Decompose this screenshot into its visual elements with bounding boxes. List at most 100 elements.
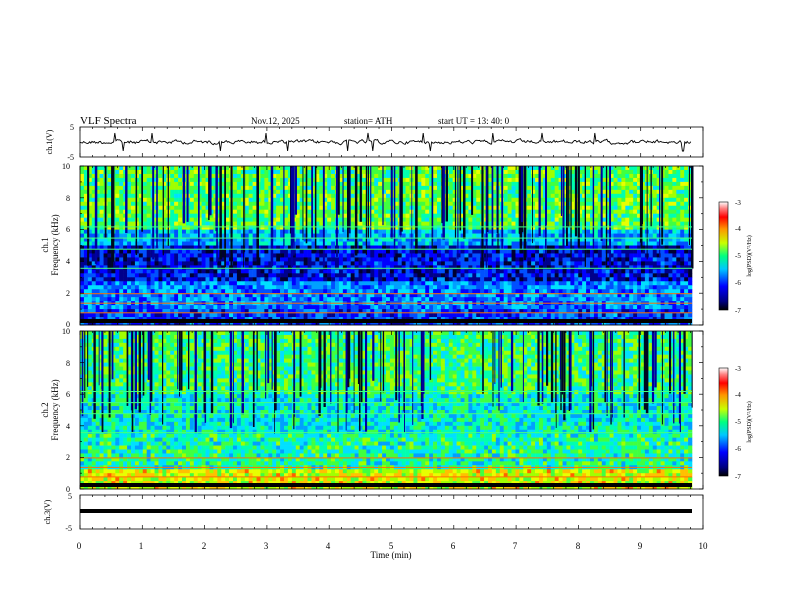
spec1-cell [641,225,646,230]
spec1-cell [236,189,242,195]
spec1-cell [590,166,595,171]
spec1-cell [684,237,689,242]
spec1-cell [115,253,120,258]
spec1-cell [342,289,348,294]
spec1-cell [370,221,375,226]
spec1-cell [80,169,85,175]
spec1-cell [374,289,379,294]
spec1-cell [546,225,552,230]
spec1-cell [648,245,654,250]
spec1-cell [586,265,591,270]
spec1-cell [229,285,234,290]
spec1-cell [664,181,669,187]
spec1-cell [146,189,151,195]
spec1-cell [95,261,100,266]
spec1-cell [413,273,418,278]
spec1-cell [472,289,477,294]
spec1-cell [213,265,218,270]
spec1-cell [460,289,465,294]
spec1-cell [476,237,481,242]
spec1-cell [425,193,430,199]
spec1-cell [656,285,661,290]
spec1-cell [511,201,516,207]
spec1-cell [464,269,469,274]
spec1-cell [240,245,246,250]
spec1-cell [276,249,281,254]
spec1-cell [641,253,646,258]
spec1-cell [417,289,422,294]
spec1-cell [193,285,198,290]
spec1-cell [656,241,661,246]
spec1-cell [511,197,516,203]
spec1-cell [609,185,614,191]
spec1-cell [672,193,677,199]
spec1-cell [535,253,540,258]
spec1-cell [303,241,308,246]
spec1-cell [676,233,681,238]
spec1-cell [83,166,89,171]
spec1-cell [209,213,214,218]
spec1-cell [425,166,430,171]
spec1-cell [264,197,269,203]
spec1-cell [201,166,206,171]
spec1-cell [233,189,238,195]
spec1-cell [535,265,540,270]
spec1-cell [668,201,673,207]
spec1-cell [268,173,273,179]
spec1-cell [476,185,481,191]
spec1-cell [350,285,355,290]
spec1-cell [131,273,136,278]
spec1-cell [578,209,583,214]
spec1-cell [405,289,410,294]
spec1-cell [272,185,277,191]
spec1-cell [252,249,257,254]
spec1-cell [142,169,147,175]
spec1-cell [386,177,391,183]
spec1-cell [170,209,175,214]
spec1-cell [287,257,293,262]
spec1-cell [138,181,144,187]
spec1-cell [421,261,426,266]
spec1-cell [433,281,438,286]
spec1-cell [582,233,587,238]
spec1-cell [625,166,630,171]
spec1-cell [578,173,583,179]
spec1-cell [578,201,583,207]
spec1-cell [629,201,634,207]
spec1-cell [621,249,626,254]
spec1-cell [499,289,504,294]
spec1-cell [554,181,559,187]
spec1-cell [311,257,316,262]
spec1-cell [460,273,465,278]
spec1-cell [162,225,167,230]
spec1-cell [299,201,304,207]
spec1-cell [240,185,246,191]
spec1-cell [295,185,300,191]
spec1-cell [425,217,430,222]
spec1-cell [535,257,540,262]
spec1-cell [468,265,473,270]
spec1-cell [252,193,257,199]
spec1-cell [374,181,379,187]
spec1-cell [637,173,642,179]
spec1-cell [127,273,132,278]
spec1-cell [515,189,520,195]
spec1-cell [605,166,610,171]
spec1-cell [252,281,257,286]
spec1-cell [323,229,328,234]
spec1-cell [248,257,253,262]
spec1-cell [138,233,144,238]
spec1-cell [311,261,316,266]
spec1-cell [131,209,136,214]
spec1-cell [311,197,316,203]
spec1-cell [287,269,293,274]
spec1-cell [664,169,669,175]
spec1-cell [641,173,646,179]
spec1-cell [123,285,128,290]
spec1-cell [448,233,453,238]
spec1-cell [472,217,477,222]
spec1-cell [621,169,626,175]
spec1-cell [539,221,544,226]
spec1-cell [597,197,603,203]
spec1-cell [605,277,610,282]
